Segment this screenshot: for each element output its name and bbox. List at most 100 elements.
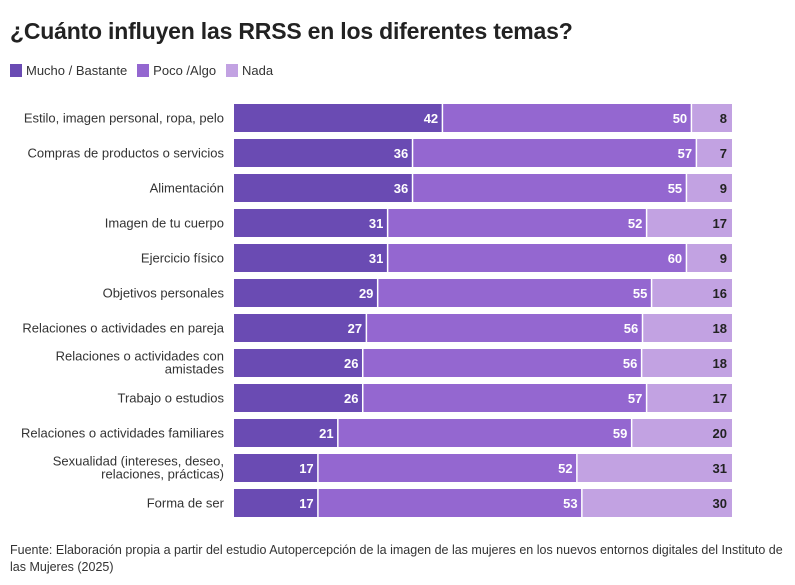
data-label-nada: 17 (713, 216, 727, 231)
bar-segment-poco[interactable] (367, 314, 642, 342)
bar-segment-poco[interactable] (388, 244, 686, 272)
bar-segment-nada[interactable] (643, 314, 732, 342)
bar-segment-nada[interactable] (652, 279, 732, 307)
bar-segment-poco[interactable] (443, 104, 691, 132)
data-label-poco: 50 (673, 111, 687, 126)
category-label: relaciones, prácticas) (101, 467, 224, 482)
data-label-nada: 18 (713, 321, 727, 336)
category-label: Imagen de tu cuerpo (105, 216, 224, 231)
bar-segment-poco[interactable] (318, 489, 582, 517)
bar-segment-nada[interactable] (687, 244, 732, 272)
bar-segment-nada[interactable] (697, 139, 732, 167)
category-label: Objetivos personales (103, 286, 225, 301)
data-label-poco: 55 (633, 286, 647, 301)
bar-segment-mucho[interactable] (234, 209, 387, 237)
data-label-poco: 60 (668, 251, 682, 266)
bar-row: Relaciones o actividades en pareja 27 56 18 (22, 314, 732, 342)
bar-segment-poco[interactable] (318, 454, 577, 482)
data-label-nada: 30 (713, 496, 727, 511)
stacked-bar-chart: Estilo, imagen personal, ropa, pelo 42 50 8… (21, 104, 732, 517)
bar-segment-mucho[interactable] (234, 384, 362, 412)
data-label-mucho: 21 (319, 426, 333, 441)
bar-segment-mucho[interactable] (234, 314, 366, 342)
bar-segment-mucho[interactable] (234, 349, 362, 377)
bar-segment-mucho[interactable] (234, 104, 442, 132)
category-label: Alimentación (150, 181, 224, 196)
bar-segment-poco[interactable] (378, 279, 651, 307)
bar-segment-nada[interactable] (582, 489, 732, 517)
legend-item-nada[interactable]: Nada (226, 63, 273, 78)
data-label-mucho: 36 (394, 146, 408, 161)
bar-segment-mucho[interactable] (234, 139, 412, 167)
bar-row: Objetivos personales 29 55 16 (103, 279, 732, 307)
data-label-nada: 17 (713, 391, 727, 406)
data-label-poco: 55 (668, 181, 682, 196)
bar-segment-nada[interactable] (632, 419, 732, 447)
category-label: Relaciones o actividades con (56, 349, 224, 364)
category-label: Trabajo o estudios (118, 391, 225, 406)
data-label-nada: 20 (713, 426, 727, 441)
bar-segment-nada[interactable] (647, 384, 732, 412)
data-label-poco: 56 (623, 356, 637, 371)
bar-segment-nada[interactable] (647, 209, 732, 237)
legend-label-nada: Nada (242, 63, 274, 78)
data-label-nada: 9 (720, 181, 727, 196)
data-label-poco: 56 (624, 321, 638, 336)
bar-segment-mucho[interactable] (234, 489, 318, 517)
bar-segment-nada[interactable] (692, 104, 732, 132)
bar-segment-poco[interactable] (388, 209, 646, 237)
chart-title: ¿Cuánto influyen las RRSS en los diferen… (10, 18, 573, 44)
data-label-poco: 52 (628, 216, 642, 231)
bar-segment-mucho[interactable] (234, 244, 387, 272)
bar-row: Relaciones o actividades familiares 21 59 2… (21, 419, 732, 447)
data-label-mucho: 29 (359, 286, 373, 301)
source-note: Fuente: Elaboración propia a partir del … (10, 543, 783, 574)
bar-segment-poco[interactable] (363, 384, 646, 412)
legend-label-mucho: Mucho / Bastante (26, 63, 128, 78)
bar-segment-poco[interactable] (413, 139, 696, 167)
data-label-mucho: 36 (394, 181, 408, 196)
data-label-nada: 9 (720, 251, 727, 266)
category-label: amistades (165, 362, 225, 377)
data-label-mucho: 31 (369, 251, 383, 266)
category-label: Ejercicio físico (141, 251, 224, 266)
data-label-mucho: 31 (369, 216, 383, 231)
legend-swatch-mucho (10, 64, 22, 77)
category-label: Forma de ser (147, 496, 225, 511)
data-label-poco: 59 (613, 426, 627, 441)
data-label-poco: 57 (678, 146, 692, 161)
bar-segment-poco[interactable] (363, 349, 641, 377)
data-label-mucho: 26 (344, 391, 358, 406)
category-label: Relaciones o actividades en pareja (22, 321, 224, 336)
bar-segment-mucho[interactable] (234, 454, 318, 482)
bar-row: Ejercicio físico 31 60 9 (141, 244, 732, 272)
data-label-mucho: 42 (424, 111, 438, 126)
data-label-nada: 7 (720, 146, 727, 161)
bar-segment-mucho[interactable] (234, 279, 377, 307)
bar-row: Forma de ser 17 53 30 (147, 489, 732, 517)
data-label-nada: 31 (713, 461, 727, 476)
data-label-nada: 16 (713, 286, 727, 301)
bar-segment-nada[interactable] (687, 174, 732, 202)
category-label: Compras de productos o servicios (27, 146, 224, 161)
bar-segment-nada[interactable] (577, 454, 732, 482)
chart-legend: Mucho / Bastante Poco /Algo Nada (10, 63, 283, 78)
data-label-mucho: 17 (299, 461, 313, 476)
bar-segment-poco[interactable] (338, 419, 631, 447)
bar-row: Alimentación 36 55 9 (150, 174, 732, 202)
data-label-mucho: 26 (344, 356, 358, 371)
bar-row: Estilo, imagen personal, ropa, pelo 42 50 8 (24, 104, 732, 132)
bar-segment-poco[interactable] (413, 174, 686, 202)
bar-row: Trabajo o estudios 26 57 17 (118, 384, 732, 412)
bar-row: Compras de productos o servicios 36 57 7 (27, 139, 732, 167)
bar-segment-mucho[interactable] (234, 419, 338, 447)
data-label-poco: 53 (563, 496, 577, 511)
legend-item-mucho[interactable]: Mucho / Bastante (10, 63, 127, 78)
data-label-mucho: 27 (348, 321, 362, 336)
bar-segment-nada[interactable] (642, 349, 732, 377)
bar-segment-mucho[interactable] (234, 174, 412, 202)
legend-item-poco[interactable]: Poco /Algo (137, 63, 216, 78)
bar-row: Sexualidad (intereses, deseo,relaciones,… (53, 454, 732, 482)
data-label-mucho: 17 (299, 496, 313, 511)
